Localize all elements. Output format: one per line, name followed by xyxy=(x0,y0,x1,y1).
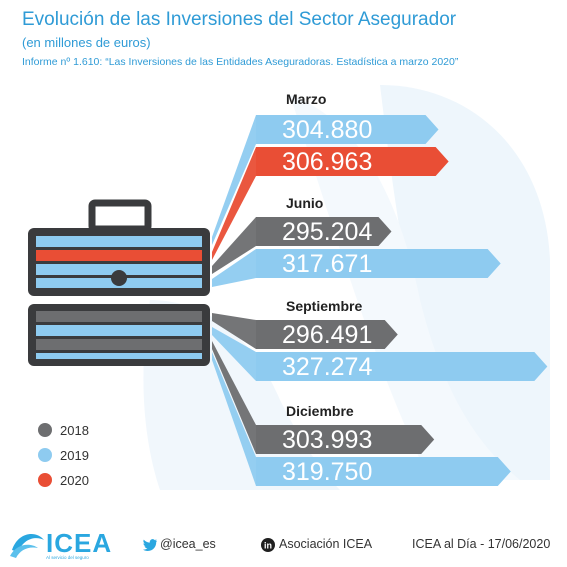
connector-ribbon xyxy=(212,327,256,381)
chart-title: Evolución de las Inversiones del Sector … xyxy=(22,9,457,30)
bar-2018 xyxy=(256,425,435,454)
bar-2019 xyxy=(256,249,501,278)
bar-2020 xyxy=(256,147,449,176)
linkedin-name[interactable]: Asociación ICEA xyxy=(279,537,373,551)
period-label: Diciembre xyxy=(286,403,354,419)
connector-ribbon xyxy=(212,341,256,454)
bar-value-label: 327.274 xyxy=(282,353,372,381)
connector-ribbon xyxy=(212,352,256,486)
bars-layer: Marzo 304.880 306.963 Junio 295.204 317.671 Se… xyxy=(256,91,548,486)
publication-date: ICEA al Día - 17/06/2020 xyxy=(412,537,551,551)
connector-ribbon xyxy=(212,313,256,349)
legend-label: 2020 xyxy=(60,473,89,488)
linkedin-icon-glyph: in xyxy=(264,540,272,550)
period-label: Septiembre xyxy=(286,298,362,314)
icea-logo-icon xyxy=(10,534,44,558)
bar-value-label: 296.491 xyxy=(282,321,372,349)
legend-swatch-2020 xyxy=(38,473,52,487)
bar-value-label: 295.204 xyxy=(282,218,372,246)
twitter-handle[interactable]: @icea_es xyxy=(160,537,216,551)
bar-value-label: 317.671 xyxy=(282,250,372,278)
bar-2018 xyxy=(256,217,392,246)
bar-2019 xyxy=(256,115,439,144)
icea-logo-tagline: Al servicio del seguro xyxy=(46,555,89,560)
bar-value-label: 303.993 xyxy=(282,426,372,454)
connector-ribbon xyxy=(212,115,256,245)
connector-ribbon xyxy=(212,217,256,274)
twitter-icon[interactable] xyxy=(143,539,157,551)
period-label: Junio xyxy=(286,195,323,211)
footer: ICEA Al servicio del seguro @icea_es in … xyxy=(0,520,567,567)
bar-value-label: 319.750 xyxy=(282,458,372,486)
legend: 2018 2019 2020 xyxy=(38,423,89,488)
bar-value-label: 304.880 xyxy=(282,116,372,144)
period-label: Marzo xyxy=(286,91,326,107)
legend-label: 2018 xyxy=(60,423,89,438)
connector-ribbon xyxy=(212,249,256,287)
bar-2019 xyxy=(256,352,548,381)
briefcase-icon xyxy=(28,199,210,366)
report-reference: Informe nº 1.610: “Las Inversiones de la… xyxy=(22,56,459,68)
bar-value-label: 306.963 xyxy=(282,148,372,176)
legend-label: 2019 xyxy=(60,448,89,463)
linkedin-icon[interactable]: in xyxy=(261,538,275,552)
connector-ribbons xyxy=(212,115,256,486)
icea-logo: ICEA xyxy=(46,528,113,558)
legend-swatch-2018 xyxy=(38,423,52,437)
legend-swatch-2019 xyxy=(38,448,52,462)
connector-ribbon xyxy=(212,147,256,260)
chart-subtitle: (en millones de euros) xyxy=(22,35,151,50)
bar-2019 xyxy=(256,457,511,486)
bar-2018 xyxy=(256,320,398,349)
